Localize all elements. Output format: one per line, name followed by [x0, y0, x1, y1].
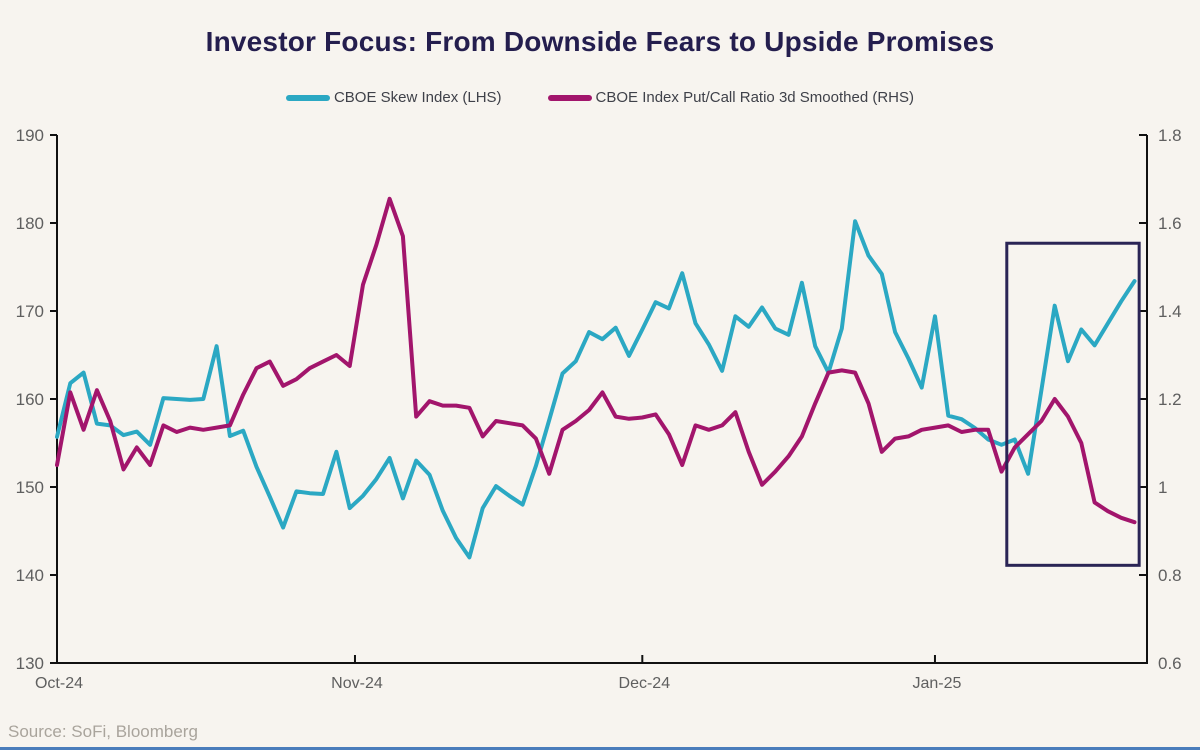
x-axis-tick-label: Jan-25 [913, 675, 962, 692]
right-axis-tick-label: 0.6 [1158, 654, 1182, 673]
legend: CBOE Skew Index (LHS) CBOE Index Put/Cal… [0, 89, 1200, 106]
left-axis-tick-label: 170 [16, 302, 44, 321]
right-axis-tick-label: 1.2 [1158, 390, 1182, 409]
legend-label-putcall: CBOE Index Put/Call Ratio 3d Smoothed (R… [595, 89, 915, 106]
skew-index-line [55, 219, 1137, 560]
x-axis-tick-label: Oct-24 [35, 675, 83, 692]
right-axis-tick-label: 1.4 [1158, 302, 1182, 321]
left-axis-tick-label: 180 [16, 214, 44, 233]
right-axis-tick-label: 1.6 [1158, 214, 1182, 233]
putcall-ratio-line [55, 196, 1137, 525]
legend-item-skew: CBOE Skew Index (LHS) [285, 89, 502, 106]
putcall-line-swatch-icon [547, 94, 592, 101]
x-axis-tick-label: Nov-24 [331, 675, 383, 692]
bottom-accent-bar [0, 747, 1200, 750]
right-axis-tick-label: 0.8 [1158, 566, 1182, 585]
left-axis-tick-label: 190 [16, 126, 44, 145]
highlight-box [1005, 241, 1141, 567]
right-axis-tick-label: 1.8 [1158, 126, 1182, 145]
left-axis-tick-label: 150 [16, 478, 44, 497]
left-axis-tick-label: 160 [16, 390, 44, 409]
chart-title: Investor Focus: From Downside Fears to U… [205, 26, 995, 57]
legend-item-putcall: CBOE Index Put/Call Ratio 3d Smoothed (R… [547, 89, 915, 106]
right-axis-tick-label: 1 [1158, 478, 1167, 497]
left-axis-tick-label: 130 [16, 654, 44, 673]
source-note: Source: SoFi, Bloomberg [8, 722, 198, 741]
legend-label-skew: CBOE Skew Index (LHS) [333, 89, 502, 106]
x-axis-tick-label: Dec-24 [619, 675, 671, 692]
left-axis-tick-label: 140 [16, 566, 44, 585]
skew-line-swatch-icon [285, 94, 330, 101]
